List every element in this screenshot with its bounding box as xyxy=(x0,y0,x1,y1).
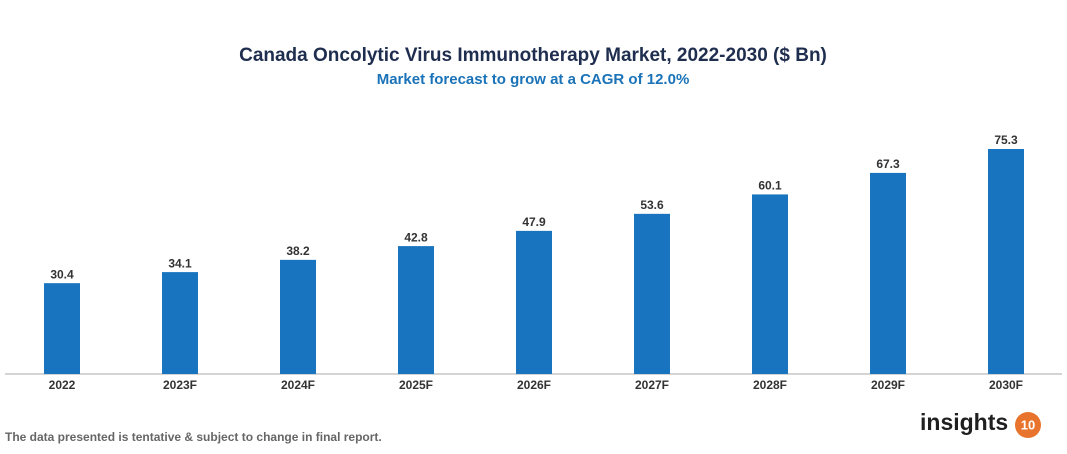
bar xyxy=(280,259,316,374)
x-tick-label: 2027F xyxy=(635,378,669,392)
bar xyxy=(870,172,906,374)
bar xyxy=(988,149,1024,374)
value-label: 38.2 xyxy=(286,244,310,258)
bar xyxy=(634,213,670,374)
x-tick-label: 2029F xyxy=(871,378,905,392)
value-label: 42.8 xyxy=(404,230,428,244)
footnote: The data presented is tentative & subjec… xyxy=(5,430,382,444)
bar xyxy=(44,283,80,374)
value-label: 67.3 xyxy=(876,157,900,171)
chart-title: Canada Oncolytic Virus Immunotherapy Mar… xyxy=(239,45,827,66)
value-label: 47.9 xyxy=(522,215,546,229)
logo-badge xyxy=(1015,412,1041,438)
value-label: 53.6 xyxy=(640,198,664,212)
value-label: 75.3 xyxy=(994,133,1018,147)
bar xyxy=(752,194,788,374)
bar xyxy=(162,272,198,374)
x-tick-label: 2024F xyxy=(281,378,315,392)
logo-text: insights xyxy=(920,409,1008,435)
value-label: 34.1 xyxy=(168,256,192,270)
x-tick-label: 2026F xyxy=(517,378,551,392)
value-label: 30.4 xyxy=(50,267,74,281)
x-tick-label: 2025F xyxy=(399,378,433,392)
x-tick-label: 2030F xyxy=(989,378,1023,392)
bar xyxy=(398,246,434,374)
bar xyxy=(516,230,552,374)
value-label: 60.1 xyxy=(758,179,782,193)
chart-subtitle: Market forecast to grow at a CAGR of 12.… xyxy=(377,71,690,88)
x-tick-label: 2022 xyxy=(49,378,76,392)
x-tick-label: 2023F xyxy=(163,378,197,392)
x-tick-label: 2028F xyxy=(753,378,787,392)
logo-badge-text: 10 xyxy=(1021,417,1035,432)
